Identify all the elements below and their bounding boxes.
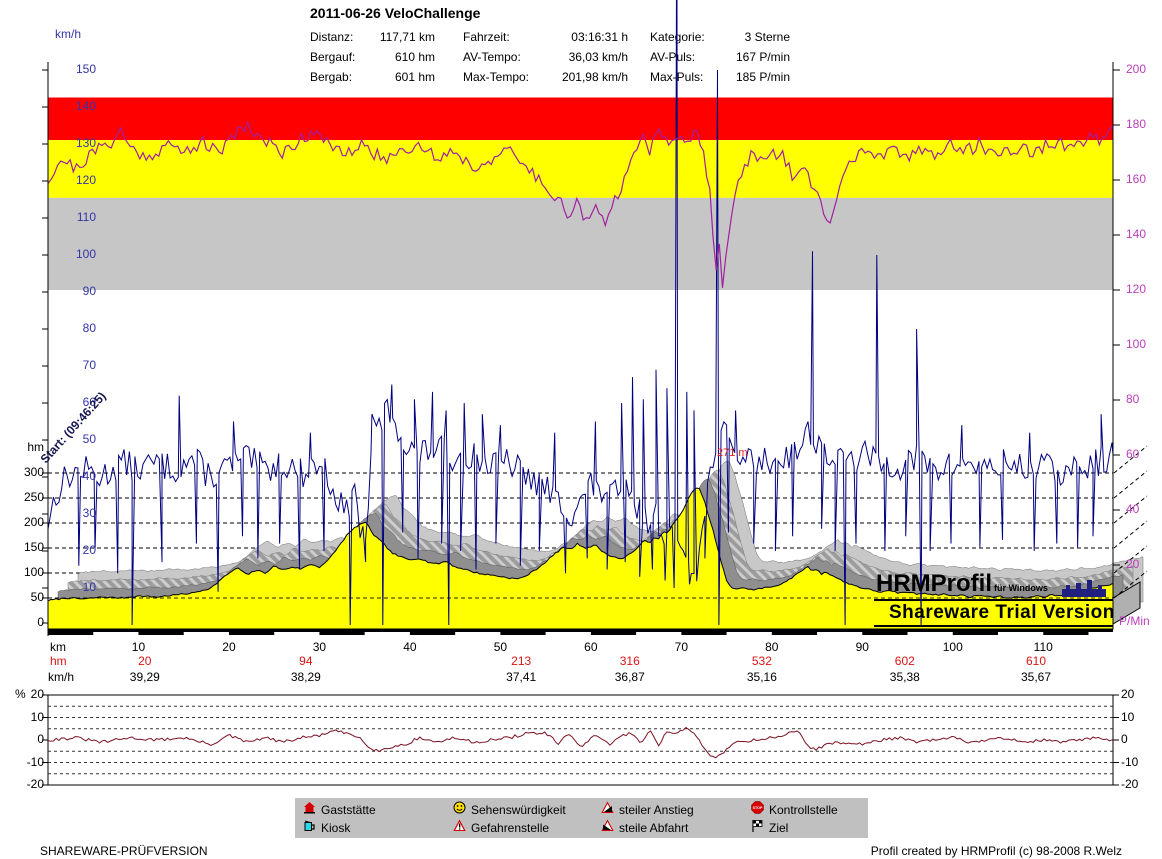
watermark-trial-banner: Shareware Trial Version xyxy=(889,602,1115,623)
footer-shareware-label: SHAREWARE-PRÜFVERSION xyxy=(40,844,208,858)
legend-item-label: Gefahrenstelle xyxy=(471,821,550,835)
stat-value: 36,03 km/h xyxy=(568,50,628,64)
legend-item-label: Kiosk xyxy=(321,821,351,835)
legend-item: Ziel xyxy=(751,819,789,838)
stat-value: 167 P/min xyxy=(735,50,790,64)
legend-item: STOP Kontrollstelle xyxy=(751,800,838,820)
kontrollstelle-icon: STOP xyxy=(751,800,764,820)
stat-value: 601 hm xyxy=(394,70,435,84)
svg-text:STOP: STOP xyxy=(753,806,763,810)
watermark-brand: HRMProfil für Windows xyxy=(876,570,1048,598)
gaststaette-icon xyxy=(303,801,316,820)
sehenswuerdigkeit-icon xyxy=(453,801,466,820)
legend-item: steiler Anstieg xyxy=(601,801,694,820)
legend-item: Kiosk xyxy=(303,820,350,836)
legend-item-label: Kontrollstelle xyxy=(769,803,838,817)
peak-elevation-annotation: 271 m xyxy=(717,447,748,459)
ziel-icon xyxy=(751,819,764,838)
legend-item-label: Gaststätte xyxy=(321,803,376,817)
legend-item: Gefahrenstelle xyxy=(453,819,550,838)
legend-item-label: steile Abfahrt xyxy=(619,821,689,835)
stat-value: 201,98 km/h xyxy=(561,70,628,84)
legend-item: steile Abfahrt xyxy=(601,819,689,838)
steile-abfahrt-icon xyxy=(601,819,614,838)
legend: Gaststätte Kiosk Sehenswürdigkeit Gefahrens… xyxy=(295,798,868,838)
legend-item-label: steiler Anstieg xyxy=(619,803,694,817)
stat-value: 3 Sterne xyxy=(744,30,790,44)
gefahrenstelle-icon xyxy=(453,819,466,838)
stat-value: 03:16:31 h xyxy=(571,30,628,44)
kiosk-icon xyxy=(303,819,316,838)
legend-item: Sehenswürdigkeit xyxy=(453,801,566,820)
stat-value: 117,71 km xyxy=(379,30,435,44)
legend-item: Gaststätte xyxy=(303,801,376,820)
watermark-sub-text: für Windows xyxy=(994,583,1048,593)
steiler-anstieg-icon xyxy=(601,801,614,820)
stat-value: 185 P/min xyxy=(735,70,790,84)
footer-credit-label: Profil created by HRMProfil (c) 98-2008 … xyxy=(870,844,1122,858)
watermark-brand-text: HRMProfil xyxy=(876,570,992,597)
page-title: 2011-06-26 VeloChallenge xyxy=(310,5,481,21)
legend-item-label: Sehenswürdigkeit xyxy=(471,803,566,817)
legend-item-label: Ziel xyxy=(769,821,789,835)
stat-value: 610 hm xyxy=(394,50,435,64)
